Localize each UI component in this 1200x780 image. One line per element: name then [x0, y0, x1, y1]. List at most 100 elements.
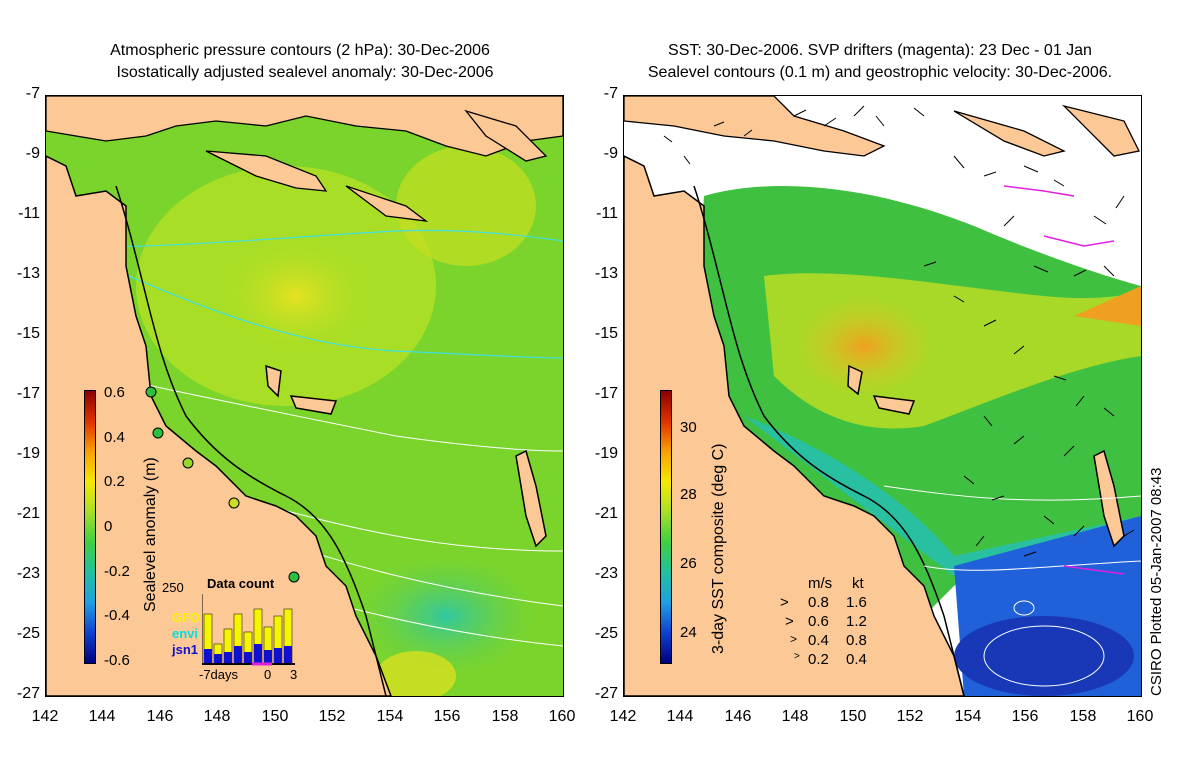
count-bar: [274, 648, 282, 664]
count-bar: [254, 644, 262, 664]
tide-gauge-dot: [182, 457, 194, 469]
data-count-chart: [202, 594, 295, 666]
right-y-tick: -23: [594, 565, 618, 582]
count-bar: [204, 649, 212, 664]
left-y-tick: -23: [16, 565, 40, 582]
left-y-tick: -7: [25, 85, 40, 102]
count-bar: [224, 652, 232, 664]
left-x-tick: 158: [491, 708, 519, 725]
anomaly-ne: [396, 146, 536, 266]
left-x-tick: 150: [261, 708, 289, 725]
svp-drifter-track: [1043, 235, 1115, 247]
land-island: [464, 109, 548, 162]
left-cbar-tick: -0.6: [104, 652, 130, 669]
right-y-tick: -15: [594, 325, 618, 342]
right-cbar-label: 3-day SST composite (deg C): [710, 443, 727, 654]
right-x-tick: 154: [954, 708, 982, 725]
left-y-tick: -25: [16, 625, 40, 642]
velocity-arrow-icon: >: [790, 632, 798, 646]
svp-drifter-track: [1003, 185, 1075, 197]
anomaly-peak: [216, 236, 376, 356]
left-x-tick: 142: [31, 708, 59, 725]
right-y-tick: -11: [596, 205, 618, 222]
right-y-tick: -21: [594, 505, 618, 522]
velocity-arrow-icon: >: [794, 651, 800, 662]
data-count-x-mid: 0: [264, 667, 272, 682]
land-reef: [872, 395, 916, 415]
left-y-tick: -9: [25, 145, 40, 162]
land-island: [345, 185, 429, 222]
land-australia: [46, 155, 392, 696]
sealevel-contour: [883, 485, 1141, 501]
sst-hot: [794, 296, 934, 396]
right-cbar-tick: 30: [680, 419, 697, 436]
left-cbar-tick: 0: [104, 518, 113, 535]
left-y-tick: -17: [16, 385, 40, 402]
data-count-x-right: 3: [290, 667, 298, 682]
right-x-tick: 156: [1011, 708, 1039, 725]
right-x-tick: 158: [1069, 708, 1097, 725]
land-australia: [624, 155, 965, 696]
tide-gauge-dot: [228, 497, 240, 509]
land-reef: [847, 364, 863, 396]
tide-gauge-dot: [152, 427, 164, 439]
left-x-tick: 144: [88, 708, 116, 725]
right-map: [624, 96, 1141, 696]
left-x-tick: 146: [146, 708, 174, 725]
left-title-line2: Isostatically adjusted sealevel anomaly:…: [116, 64, 494, 81]
right-y-tick: -9: [603, 145, 618, 162]
left-y-tick: -21: [16, 505, 40, 522]
count-bar: [214, 654, 222, 664]
right-y-tick: -25: [594, 625, 618, 642]
land-reef: [289, 395, 338, 415]
velocity-ms: 0.6: [808, 613, 829, 630]
source-jsn1: jsn1: [172, 642, 199, 657]
velocity-header-kt: kt: [852, 575, 864, 592]
right-cbar-tick: 28: [680, 486, 697, 503]
land-png: [624, 96, 886, 157]
velocity-arrow-icon: >: [785, 613, 794, 630]
left-cbar-tick: -0.2: [104, 563, 130, 580]
right-x-tick: 144: [666, 708, 694, 725]
velocity-ms: 0.4: [808, 632, 829, 649]
left-x-tick: 156: [433, 708, 461, 725]
left-y-tick: -27: [16, 685, 40, 702]
left-x-tick: 154: [376, 708, 404, 725]
velocity-kt: 0.8: [846, 632, 867, 649]
left-cbar-label: Sealevel anomaly (m): [142, 457, 159, 612]
velocity-kt: 1.2: [846, 613, 867, 630]
right-y-tick: -7: [603, 85, 618, 102]
velocity-ms: 0.8: [808, 594, 829, 611]
right-map-panel: [623, 95, 1142, 697]
count-bar: [284, 646, 292, 664]
right-title-line1: SST: 30-Dec-2006. SVP drifters (magenta)…: [668, 42, 1092, 59]
source-gfo: GFO: [172, 610, 201, 625]
land-reef: [265, 364, 282, 398]
left-x-tick: 160: [548, 708, 576, 725]
right-colorbar: [660, 390, 672, 664]
credit-text: CSIRO Plotted 05-Jan-2007 08:43: [1148, 467, 1165, 696]
shelf-edge: [115, 185, 387, 696]
pressure-contour: [105, 375, 563, 452]
anomaly-south: [376, 651, 456, 696]
right-y-tick: -13: [594, 265, 618, 282]
velocity-kt: 1.6: [846, 594, 867, 611]
right-title-line2: Sealevel contours (0.1 m) and geostrophi…: [647, 64, 1113, 81]
left-y-tick: -13: [16, 265, 40, 282]
left-x-tick: 152: [318, 708, 346, 725]
right-cbar-tick: 24: [680, 624, 697, 641]
land-island: [1061, 104, 1140, 157]
shelf-edge: [693, 185, 965, 696]
anomaly-low: [356, 556, 536, 676]
land-island: [205, 150, 328, 192]
right-x-tick: 142: [609, 708, 637, 725]
velocity-arrow-icon: >: [780, 594, 789, 611]
left-map: [46, 96, 563, 696]
right-y-tick: -17: [594, 385, 618, 402]
left-x-tick: 148: [203, 708, 231, 725]
velocity-ms: 0.2: [808, 651, 829, 668]
data-count-x-left: -7days: [199, 667, 239, 682]
geostrophic-velocity-field: [663, 105, 1135, 557]
left-y-tick: -11: [18, 205, 40, 222]
left-cbar-tick: 0.4: [104, 429, 125, 446]
